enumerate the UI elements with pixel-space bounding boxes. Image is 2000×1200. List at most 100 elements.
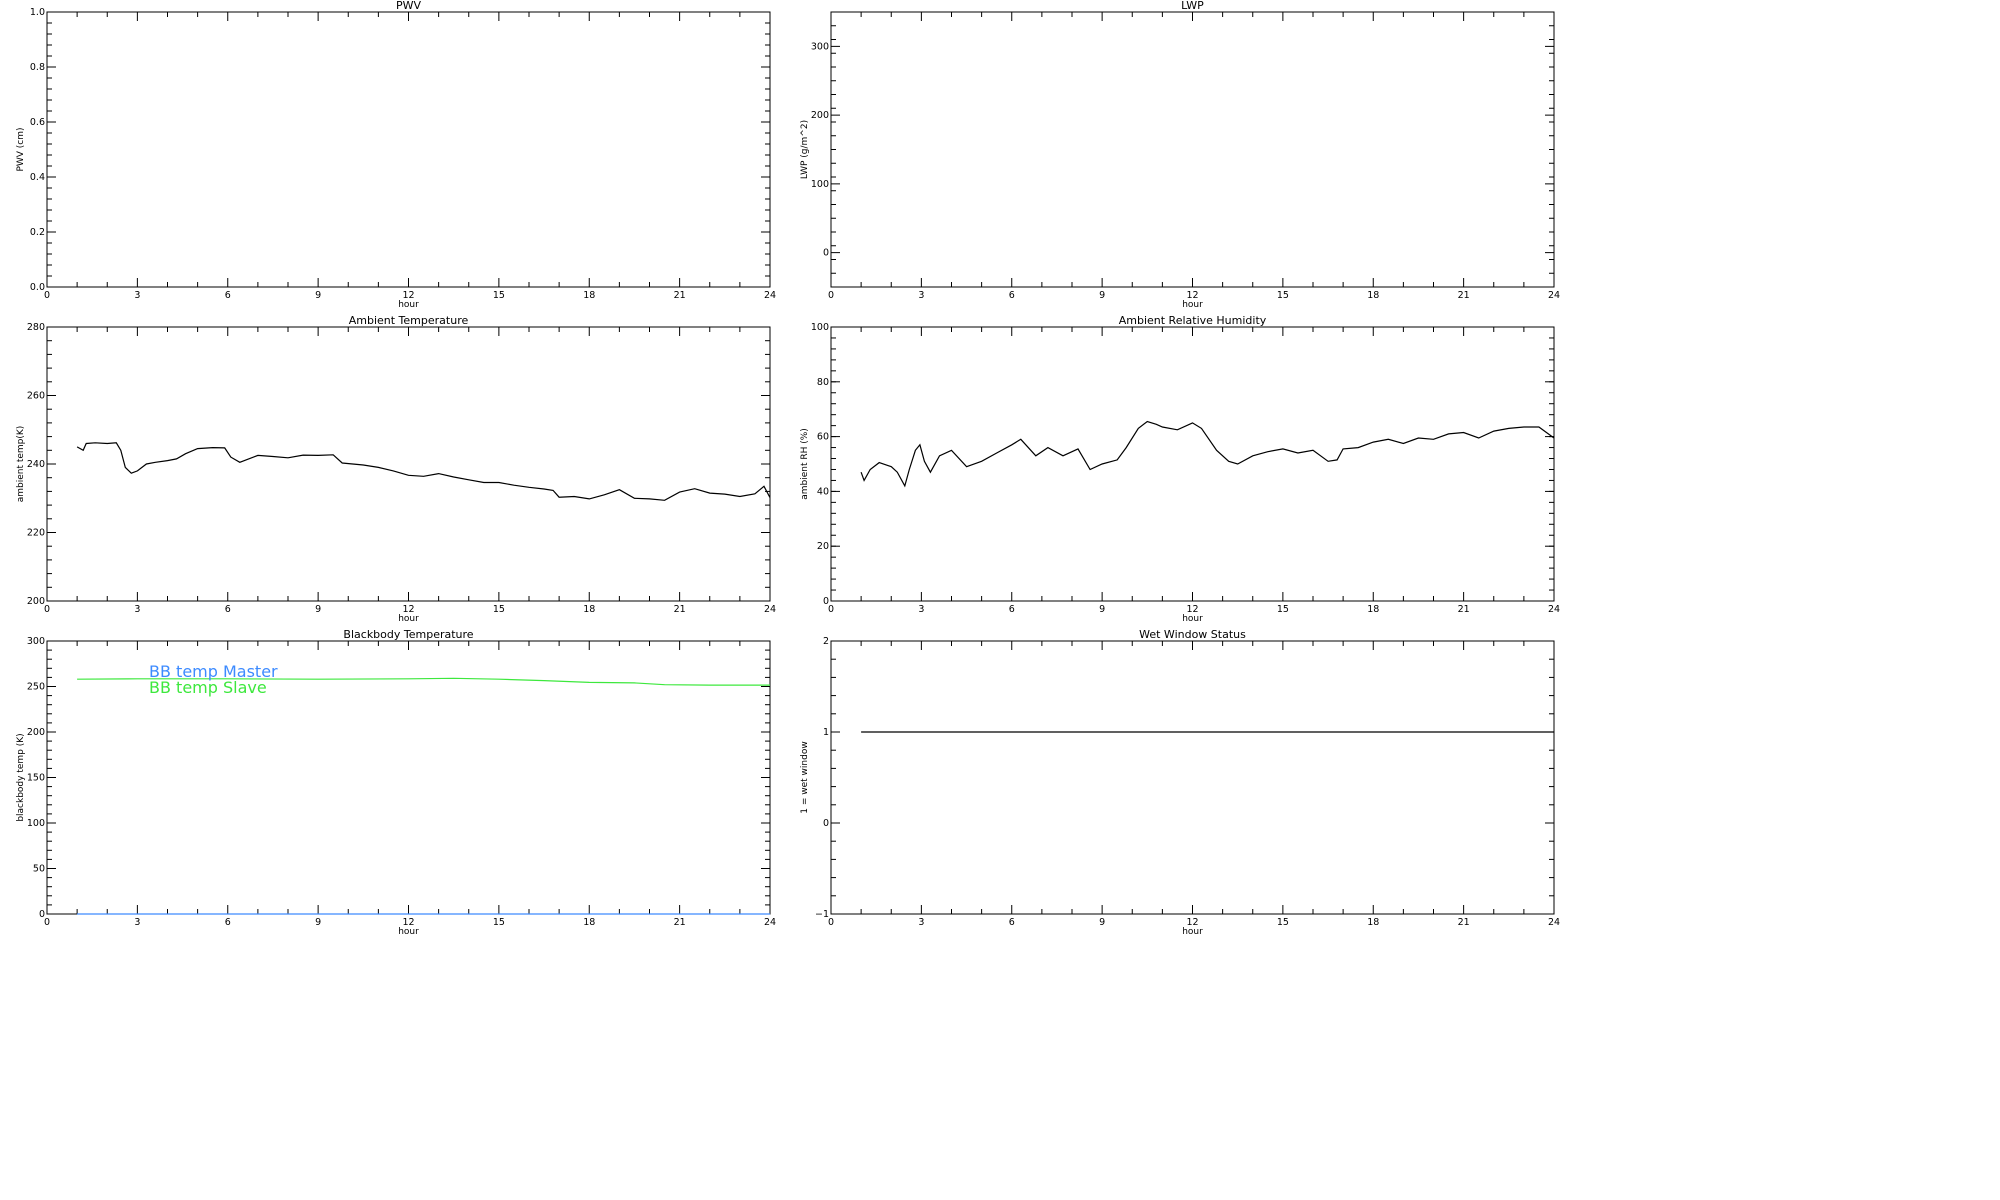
y-tick-label: 20 [817,541,829,552]
y-tick-label: 0 [823,596,829,607]
x-tick-label: 3 [918,290,924,301]
chart-lwp: LWP 0 3 6 9 12 15 18 21 24 0 100 200 300 hour LWP (g/m^… [800,0,1560,310]
x-tick-label: 6 [225,917,231,928]
chart-title: Wet Window Status [1139,628,1246,641]
x-tick-label: 9 [1099,290,1105,301]
x-tick-label: 21 [674,604,686,615]
x-tick-label: 24 [1548,917,1560,928]
x-tick-label: 3 [134,290,140,301]
y-tick-label: 0 [823,818,829,829]
y-tick-label: 0.0 [30,282,45,293]
x-tick-label: 18 [583,604,595,615]
x-tick-label: 6 [1009,290,1015,301]
x-tick-label: 21 [1458,917,1470,928]
y-tick-label: 260 [27,391,45,402]
x-tick-label: 15 [493,604,505,615]
x-tick-label: 21 [674,917,686,928]
x-tick-label: 3 [134,917,140,928]
x-tick-label: 18 [583,290,595,301]
y-tick-label: 0.2 [30,227,45,238]
chart-blackbody-temperature: Blackbody Temperature 0 3 6 9 12 15 18 21 24 0 50 10… [16,628,776,937]
x-tick-label: 9 [315,917,321,928]
x-tick-label: 18 [1367,604,1379,615]
x-tick-label: 12 [1186,290,1198,301]
x-tick-label: 15 [1277,604,1289,615]
x-tick-label: 12 [1186,604,1198,615]
y-tick-label: 100 [811,179,829,190]
y-tick-label: 0 [823,248,829,259]
x-tick-label: 3 [918,604,924,615]
x-tick-label: 0 [828,604,834,615]
y-tick-label: 100 [811,322,829,333]
x-tick-label: 6 [1009,604,1015,615]
x-tick-label: 9 [1099,604,1105,615]
y-tick-label: 220 [27,528,45,539]
y-axis-label: LWP (g/m^2) [800,120,810,179]
x-tick-label: 24 [1548,290,1560,301]
x-tick-label: 21 [674,290,686,301]
y-tick-label: 0.8 [30,62,45,73]
x-tick-label: 12 [402,917,414,928]
x-tick-label: 0 [44,290,50,301]
y-tick-label: 280 [27,322,45,333]
x-tick-label: 24 [764,604,776,615]
chart-title: Blackbody Temperature [343,628,473,641]
y-axis-label: ambient temp(K) [16,426,26,503]
x-tick-label: 9 [315,604,321,615]
x-axis-label: hour [1182,614,1203,624]
y-tick-label: −1 [815,909,829,920]
x-tick-label: 15 [1277,290,1289,301]
y-tick-label: 60 [817,432,829,443]
y-tick-label: 50 [33,864,45,875]
y-tick-label: 300 [811,41,829,52]
x-tick-label: 9 [315,290,321,301]
x-tick-label: 0 [828,917,834,928]
chart-ambient-relative-humidity: Ambient Relative Humidity 0 3 6 9 12 15 18 21 24 0… [800,314,1560,624]
y-tick-label: 0.4 [30,172,45,183]
x-tick-label: 24 [764,917,776,928]
x-tick-label: 3 [134,604,140,615]
y-tick-label: 250 [27,682,45,693]
x-tick-label: 15 [493,290,505,301]
legend-entry: BB temp Master [149,662,278,681]
x-axis-label: hour [398,300,419,310]
plot-frame [830,326,1555,602]
y-tick-label: 200 [27,596,45,607]
x-tick-label: 15 [1277,917,1289,928]
x-tick-label: 24 [764,290,776,301]
chart-title: Ambient Relative Humidity [1119,314,1267,327]
x-tick-label: 6 [225,604,231,615]
plot-frame [46,11,771,288]
chart-ambient-temperature: Ambient Temperature 0 3 6 9 12 15 18 21 24 200 220 2… [16,314,776,624]
y-axis-label: PWV (cm) [16,127,26,171]
y-tick-label: 300 [27,636,45,647]
series-line-1 [76,442,771,501]
series-line-bb-temp-slave [77,677,770,686]
y-tick-label: 80 [817,377,829,388]
y-tick-label: 40 [817,486,829,497]
x-tick-label: 9 [1099,917,1105,928]
x-tick-label: 6 [225,290,231,301]
x-tick-label: 12 [1186,917,1198,928]
y-tick-label: 2 [823,636,829,647]
x-tick-label: 18 [1367,917,1379,928]
x-tick-label: 21 [1458,604,1470,615]
y-tick-label: 240 [27,459,45,470]
y-tick-label: 100 [27,818,45,829]
y-tick-label: 1 [823,727,829,738]
x-axis-label: hour [1182,927,1203,937]
y-tick-label: 200 [811,110,829,121]
x-tick-label: 15 [493,917,505,928]
y-tick-label: 200 [27,727,45,738]
x-tick-label: 3 [918,917,924,928]
y-tick-label: 150 [27,773,45,784]
y-axis-label: 1 = wet window [800,741,810,813]
x-tick-label: 18 [1367,290,1379,301]
x-tick-label: 0 [44,604,50,615]
chart-title: LWP [1181,0,1204,12]
chart-pwv: PWV 0 3 6 9 12 15 18 21 24 0.0 0.2 0.4 0.6 0.8 1.0 hour P… [16,0,776,310]
plot-frame [830,11,1555,288]
y-tick-label: 1.0 [30,7,45,18]
